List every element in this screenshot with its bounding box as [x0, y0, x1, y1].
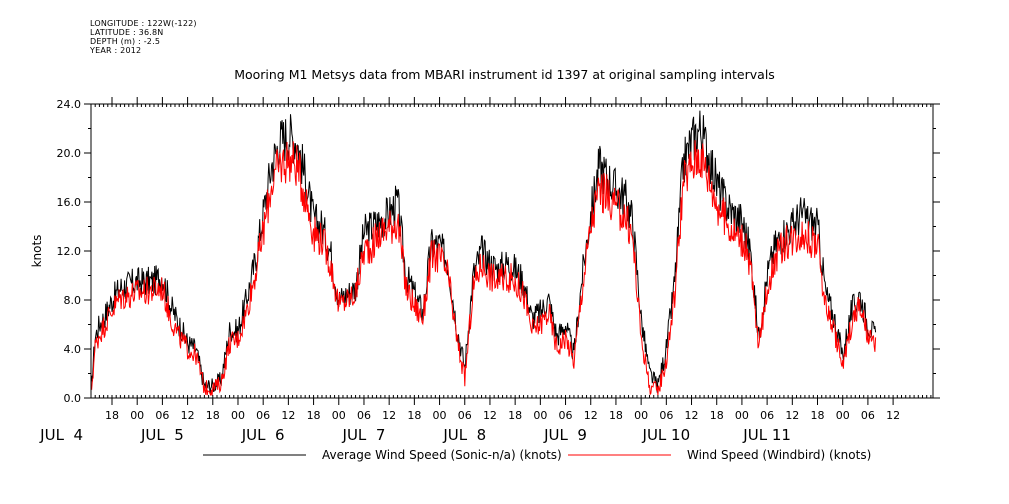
series-layer	[90, 110, 877, 396]
x-tick-label: 18	[206, 409, 220, 422]
chart-title: Mooring M1 Metsys data from MBARI instru…	[234, 67, 775, 82]
x-tick-label: 18	[307, 409, 321, 422]
x-tick-label: 18	[609, 409, 623, 422]
x-tick-label: 12	[483, 409, 497, 422]
x-tick-label: 12	[382, 409, 396, 422]
plot-frame	[90, 103, 934, 399]
x-tick-label: 00	[130, 409, 144, 422]
x-tick-label: 18	[710, 409, 724, 422]
y-tick-label: 20.0	[57, 147, 82, 160]
header-year: YEAR : 2012	[90, 46, 142, 55]
x-day-label: JUL 9	[543, 426, 587, 444]
legend-label-average: Average Wind Speed (Sonic-n/a) (knots)	[322, 448, 562, 462]
x-day-label: JUL 5	[140, 426, 184, 444]
x-tick-label: 06	[559, 409, 573, 422]
x-tick-label: 00	[533, 409, 547, 422]
header-longitude: LONGITUDE : 122W(-122)	[90, 19, 197, 28]
y-tick-label: 16.0	[57, 196, 82, 209]
x-tick-label: 12	[685, 409, 699, 422]
x-day-label: JUL 10	[642, 426, 691, 444]
x-day-label: JUL 8	[442, 426, 486, 444]
x-tick-label: 06	[458, 409, 472, 422]
x-tick-label: 06	[256, 409, 270, 422]
x-tick-label: 12	[886, 409, 900, 422]
x-tick-label: 00	[735, 409, 749, 422]
x-tick-label: 06	[155, 409, 169, 422]
series-line-average-wind-speed	[90, 110, 877, 394]
x-tick-label: 18	[407, 409, 421, 422]
header-latitude: LATITUDE : 36.8N	[90, 28, 164, 37]
y-tick-label: 8.0	[64, 294, 82, 307]
x-day-label: JUL 11	[742, 426, 791, 444]
x-tick-label: 00	[231, 409, 245, 422]
x-day-label: JUL 6	[241, 426, 285, 444]
y-tick-label: 12.0	[57, 245, 82, 258]
legend: Average Wind Speed (Sonic-n/a) (knots) Wi…	[203, 448, 871, 462]
x-tick-label: 18	[105, 409, 119, 422]
x-tick-label: 18	[811, 409, 825, 422]
x-tick-label: 00	[836, 409, 850, 422]
x-tick-label: 06	[659, 409, 673, 422]
y-tick-label: 24.0	[57, 98, 82, 111]
y-axis-label: knots	[30, 235, 44, 268]
y-tick-label: 0.0	[64, 392, 82, 405]
series-line-windbird-wind-speed	[90, 140, 877, 396]
x-tick-label: 12	[181, 409, 195, 422]
x-tick-label: 18	[508, 409, 522, 422]
x-tick-label: 12	[785, 409, 799, 422]
header-depth: DEPTH (m) : -2.5	[90, 37, 161, 46]
x-tick-label: 06	[357, 409, 371, 422]
x-tick-label: 06	[861, 409, 875, 422]
x-tick-label: 12	[281, 409, 295, 422]
axes-layer: 0.0 4.0 8.0 12.0 16.0 20.0 24.0 18 00 06 12 18 00 06 1…	[39, 97, 940, 444]
x-tick-label: 00	[332, 409, 346, 422]
x-tick-label: 00	[433, 409, 447, 422]
legend-label-windbird: Wind Speed (Windbird) (knots)	[687, 448, 871, 462]
x-day-label: JUL 7	[342, 426, 386, 444]
x-day-label: JUL 4	[39, 426, 83, 444]
x-tick-label: 06	[760, 409, 774, 422]
y-tick-label: 4.0	[64, 343, 82, 356]
x-tick-label: 12	[584, 409, 598, 422]
x-tick-label: 00	[634, 409, 648, 422]
